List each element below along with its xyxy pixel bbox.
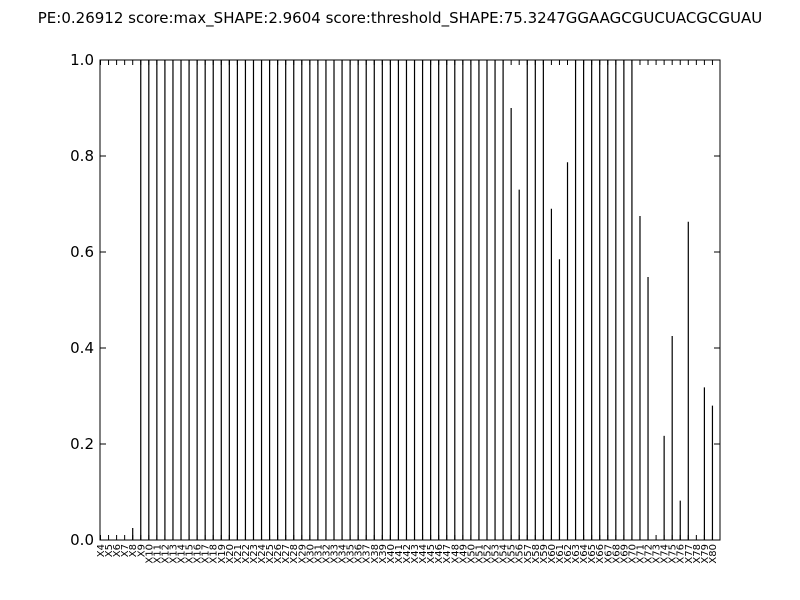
x-tick-label: X19 xyxy=(217,544,228,564)
x-tick-label: X12 xyxy=(160,544,171,564)
x-tick-label: X54 xyxy=(499,544,510,564)
x-tick-label: X13 xyxy=(168,544,179,564)
x-tick-label: X47 xyxy=(442,544,453,564)
x-tick-label: X21 xyxy=(233,544,244,564)
x-tick-label: X53 xyxy=(491,544,502,564)
x-tick-label: X56 xyxy=(515,544,526,564)
x-axis: X4X5X6X7X8X9X10X11X12X13X14X15X16X17X18X… xyxy=(96,60,719,564)
x-tick-label: X38 xyxy=(370,544,381,564)
x-tick-label: X27 xyxy=(281,544,292,564)
x-tick-label: X45 xyxy=(426,544,437,564)
x-tick-label: X26 xyxy=(273,544,284,564)
x-tick-label: X71 xyxy=(635,544,646,564)
x-tick-label: X76 xyxy=(676,544,687,564)
x-tick-label: X80 xyxy=(708,544,719,564)
y-tick-label: 0.2 xyxy=(70,435,94,453)
x-tick-label: X72 xyxy=(644,544,655,564)
x-tick-label: X60 xyxy=(547,544,558,564)
x-tick-label: X55 xyxy=(507,544,518,564)
x-tick-label: X40 xyxy=(386,544,397,564)
y-tick-label: 1.0 xyxy=(70,51,94,69)
x-tick-label: X33 xyxy=(330,544,341,564)
x-tick-label: X46 xyxy=(434,544,445,564)
x-tick-label: X79 xyxy=(700,544,711,564)
x-tick-label: X14 xyxy=(177,544,188,564)
x-tick-label: X20 xyxy=(225,544,236,564)
y-axis: 0.0 0.2 0.4 0.6 0.8 1.0 xyxy=(70,51,720,549)
x-tick-label: X16 xyxy=(193,544,204,564)
y-tick-label: 0.0 xyxy=(70,531,94,549)
x-tick-label: X68 xyxy=(611,544,622,564)
x-tick-label: X75 xyxy=(668,544,679,564)
x-tick-label: X62 xyxy=(563,544,574,564)
x-tick-label: X69 xyxy=(619,544,630,564)
x-tick-label: X77 xyxy=(684,544,695,564)
x-tick-label: X67 xyxy=(603,544,614,564)
plot-frame xyxy=(99,59,721,541)
x-tick-label: X63 xyxy=(571,544,582,564)
bars xyxy=(132,60,714,540)
x-tick-label: X15 xyxy=(185,544,196,564)
x-tick-label: X50 xyxy=(466,544,477,564)
x-tick-label: X17 xyxy=(201,544,212,564)
x-tick-label: X48 xyxy=(450,544,461,564)
x-tick-label: X4 xyxy=(96,544,107,557)
y-tick-label: 0.4 xyxy=(70,339,94,357)
x-tick-label: X57 xyxy=(523,544,534,564)
x-tick-label: X52 xyxy=(482,544,493,564)
x-tick-label: X35 xyxy=(346,544,357,564)
x-tick-label: X44 xyxy=(418,544,429,564)
x-tick-label: X24 xyxy=(257,544,268,564)
x-tick-label: X28 xyxy=(289,544,300,564)
x-tick-label: X34 xyxy=(338,544,349,564)
x-tick-label: X18 xyxy=(209,544,220,564)
x-tick-label: X64 xyxy=(579,544,590,564)
x-tick-label: X59 xyxy=(539,544,550,564)
x-tick-label: X37 xyxy=(362,544,373,564)
x-tick-label: X58 xyxy=(531,544,542,564)
x-tick-label: X30 xyxy=(305,544,316,564)
x-tick-label: X10 xyxy=(144,544,155,564)
x-tick-label: X61 xyxy=(555,544,566,564)
x-tick-label: X22 xyxy=(241,544,252,564)
x-tick-label: X6 xyxy=(112,544,123,557)
x-tick-label: X74 xyxy=(660,544,671,564)
x-tick-label: X29 xyxy=(297,544,308,564)
x-tick-label: X31 xyxy=(313,544,324,564)
x-tick-label: X78 xyxy=(692,544,703,564)
x-tick-label: X7 xyxy=(120,544,131,557)
y-tick-label: 0.8 xyxy=(70,147,94,165)
x-tick-label: X5 xyxy=(104,544,115,557)
x-tick-label: X36 xyxy=(354,544,365,564)
chart-title: PE:0.26912 score:max_SHAPE:2.9604 score:… xyxy=(38,9,762,28)
x-tick-label: X23 xyxy=(249,544,260,564)
x-tick-label: X25 xyxy=(265,544,276,564)
x-tick-label: X51 xyxy=(474,544,485,564)
x-tick-label: X9 xyxy=(136,544,147,557)
x-tick-label: X66 xyxy=(595,544,606,564)
plot-area xyxy=(99,59,721,541)
x-tick-label: X41 xyxy=(394,544,405,564)
x-tick-label: X70 xyxy=(627,544,638,564)
x-tick-label: X49 xyxy=(458,544,469,564)
x-tick-label: X43 xyxy=(410,544,421,564)
x-tick-label: X8 xyxy=(128,544,139,557)
x-tick-label: X73 xyxy=(652,544,663,564)
x-tick-label: X65 xyxy=(587,544,598,564)
x-tick-label: X42 xyxy=(402,544,413,564)
x-tick-label: X11 xyxy=(152,544,163,564)
x-tick-label: X39 xyxy=(378,544,389,564)
y-tick-label: 0.6 xyxy=(70,243,94,261)
x-tick-label: X32 xyxy=(321,544,332,564)
